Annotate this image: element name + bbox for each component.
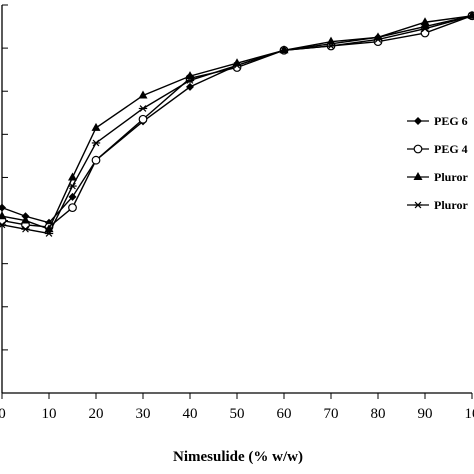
data-point bbox=[91, 139, 101, 147]
data-point bbox=[138, 90, 148, 99]
legend-label: Pluror bbox=[434, 170, 468, 184]
series-4 bbox=[0, 12, 474, 237]
star-stroke bbox=[280, 46, 288, 54]
data-point bbox=[326, 42, 336, 50]
data-point bbox=[68, 203, 77, 213]
x-tick-label: 40 bbox=[183, 406, 198, 422]
data-point bbox=[232, 61, 242, 69]
x-axis-ticks bbox=[1, 393, 473, 399]
y-axis-ticks bbox=[2, 4, 8, 351]
data-point bbox=[138, 114, 148, 124]
star-stroke bbox=[92, 139, 100, 147]
x-tick-label: 50 bbox=[230, 406, 245, 422]
x-tick-label: 90 bbox=[418, 406, 433, 422]
data-point bbox=[326, 36, 336, 45]
data-point bbox=[185, 77, 195, 84]
legend-label: PEG 6 bbox=[434, 114, 468, 128]
star-stroke bbox=[421, 25, 429, 33]
legend-marker bbox=[413, 172, 423, 180]
x-tick-label: 0 bbox=[0, 406, 6, 422]
star-stroke bbox=[414, 201, 422, 209]
legend-label: Pluror bbox=[434, 198, 468, 212]
star-stroke bbox=[139, 105, 147, 112]
data-point bbox=[68, 182, 77, 190]
legend-item-4: Pluror bbox=[407, 198, 468, 212]
legend-marker bbox=[413, 201, 423, 209]
data-point bbox=[185, 71, 195, 80]
x-tick-label: 10 bbox=[465, 406, 474, 422]
star-stroke bbox=[0, 221, 6, 228]
star-stroke bbox=[233, 61, 241, 69]
legend-item-2: PEG 4 bbox=[407, 142, 468, 156]
data-point bbox=[44, 230, 54, 237]
x-tick-label: 60 bbox=[277, 406, 292, 422]
data-point bbox=[91, 122, 101, 131]
x-tick-label: 20 bbox=[89, 406, 104, 422]
data-point bbox=[68, 172, 77, 181]
data-point bbox=[21, 225, 30, 233]
x-axis-title: Nimesulide (% w/w) bbox=[173, 449, 303, 465]
star-stroke bbox=[374, 36, 382, 43]
x-tick-label: 80 bbox=[371, 406, 386, 422]
data-point bbox=[186, 82, 194, 91]
legend-label: PEG 4 bbox=[434, 142, 468, 156]
x-tick-label: 70 bbox=[324, 406, 339, 422]
legend-marker bbox=[413, 144, 423, 154]
x-axis-tick-labels: 0 10 20 30 40 50 60 70 80 90 10 bbox=[0, 406, 474, 422]
star-stroke bbox=[69, 182, 76, 190]
legend-item-3: Pluror bbox=[407, 170, 468, 184]
star-stroke bbox=[186, 77, 194, 84]
x-tick-label: 10 bbox=[42, 406, 57, 422]
series-1 bbox=[0, 11, 474, 227]
data-point bbox=[0, 203, 6, 212]
series-layer bbox=[0, 10, 474, 237]
data-point bbox=[91, 155, 101, 165]
data-point bbox=[420, 17, 430, 26]
data-point bbox=[68, 192, 77, 201]
legend: PEG 6 PEG 4 Pluror Pluror bbox=[407, 114, 468, 212]
series-line bbox=[1, 15, 473, 224]
data-point bbox=[0, 221, 7, 229]
legend-marker bbox=[414, 117, 422, 125]
legend-item-1: PEG 6 bbox=[407, 114, 468, 128]
data-point bbox=[21, 215, 30, 224]
data-point bbox=[0, 211, 7, 220]
data-point bbox=[373, 36, 383, 43]
data-point bbox=[138, 105, 148, 112]
star-stroke bbox=[327, 42, 335, 50]
data-point bbox=[420, 25, 430, 33]
data-point bbox=[279, 46, 289, 54]
x-tick-label: 30 bbox=[136, 406, 151, 422]
data-point bbox=[420, 28, 430, 38]
star-stroke bbox=[45, 230, 53, 237]
star-stroke bbox=[22, 225, 29, 233]
